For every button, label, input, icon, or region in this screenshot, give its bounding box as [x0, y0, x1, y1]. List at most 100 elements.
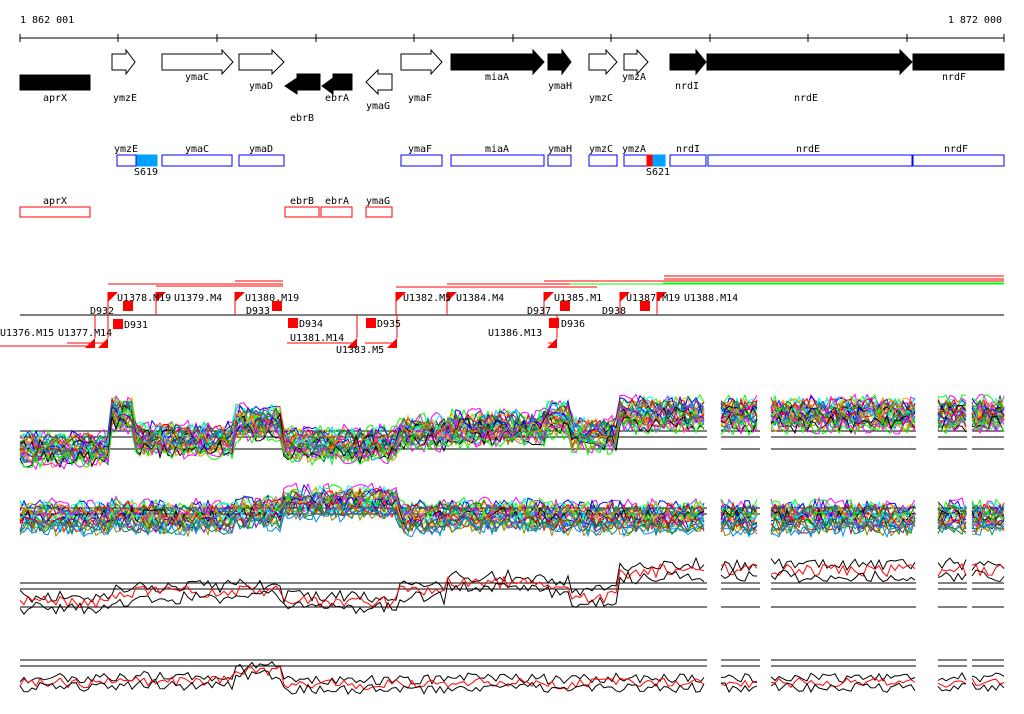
expression-line [19, 570, 705, 616]
gene-aprX[interactable]: aprX [43, 93, 67, 104]
feature-flag [347, 338, 357, 348]
feature-U1387.M19[interactable]: U1387.M19 [626, 293, 680, 304]
expression-line [971, 519, 1005, 536]
expression-line [937, 521, 967, 536]
expression-line [19, 416, 705, 471]
feature-U1385.M1[interactable]: U1385.M1 [554, 293, 602, 304]
feature-U1379.M4[interactable]: U1379.M4 [174, 293, 222, 304]
blue-S621[interactable]: S621 [646, 167, 670, 178]
gene-nrdF[interactable]: nrdF [942, 72, 966, 83]
feature-U1386.M13[interactable]: U1386.M13 [488, 328, 542, 339]
expression-line [19, 665, 705, 690]
red-ebrA[interactable]: ebrA [325, 196, 349, 207]
gene-ymzA[interactable]: ymzA [622, 72, 646, 83]
gene-ebrB[interactable]: ebrB [290, 113, 314, 124]
blue-track [116, 154, 1005, 167]
gene-ymaG[interactable]: ymaG [366, 101, 390, 112]
blue-ymaC[interactable]: ymaC [185, 144, 209, 155]
expression-line [720, 512, 758, 527]
feature-U1376.M15[interactable]: U1376.M15 [0, 328, 54, 339]
blue-ymaD[interactable]: ymaD [249, 144, 273, 155]
expression-line [720, 418, 758, 437]
feature-D933[interactable]: D933 [246, 306, 270, 317]
expression-line [937, 680, 967, 688]
expression-line [937, 403, 967, 422]
expression-line [937, 557, 967, 571]
blue-ymaH[interactable]: ymaH [548, 144, 572, 155]
feature-flag [620, 292, 630, 302]
expression-line [971, 416, 1005, 434]
gene-miaA[interactable]: miaA [485, 72, 509, 83]
red-ymaG[interactable]: ymaG [366, 196, 390, 207]
expression-line [770, 393, 916, 414]
blue-S619[interactable]: S619 [134, 167, 158, 178]
expression-line [770, 563, 916, 578]
feature-U1384.M4[interactable]: U1384.M4 [456, 293, 504, 304]
red-track [19, 206, 393, 218]
feature-D936[interactable]: D936 [561, 319, 585, 330]
expression-line [971, 417, 1005, 433]
feature-U1382.M5[interactable]: U1382.M5 [403, 293, 451, 304]
expression-line [971, 519, 1005, 537]
feature-U1383.M5[interactable]: U1383.M5 [336, 345, 384, 356]
blue-nrdE[interactable]: nrdE [796, 144, 820, 155]
gene-ymzE[interactable]: ymzE [113, 93, 137, 104]
expression-line [720, 405, 758, 422]
gene-ebrA[interactable]: ebrA [325, 93, 349, 104]
feature-D931[interactable]: D931 [124, 320, 148, 331]
gene-ymaF[interactable]: ymaF [408, 93, 432, 104]
blue-miaA[interactable]: miaA [485, 144, 509, 155]
expression-line [971, 511, 1005, 527]
feature-D938[interactable]: D938 [602, 306, 626, 317]
expression-line [971, 412, 1005, 429]
expression-line [720, 509, 758, 522]
expression-line [937, 415, 967, 432]
expression-line [770, 414, 916, 435]
feature-flag [657, 292, 667, 302]
blue-ymaF[interactable]: ymaF [408, 144, 432, 155]
expression-line [770, 414, 916, 436]
red-aprX[interactable]: aprX [43, 196, 67, 207]
gene-nrdE[interactable]: nrdE [794, 93, 818, 104]
feature-D934[interactable]: D934 [299, 319, 323, 330]
ruler-start: 1 862 001 [20, 15, 74, 26]
gene-ymaD[interactable]: ymaD [249, 81, 273, 92]
blue-ymzC[interactable]: ymzC [589, 144, 613, 155]
feature-U1380.M19[interactable]: U1380.M19 [245, 293, 299, 304]
expression-line [971, 682, 1005, 692]
blue-nrdF[interactable]: nrdF [944, 144, 968, 155]
expression-line [971, 406, 1005, 423]
feature-U1381.M14[interactable]: U1381.M14 [290, 333, 344, 344]
gene-ymzC[interactable]: ymzC [589, 93, 613, 104]
feature-U1378.M19[interactable]: U1378.M19 [117, 293, 171, 304]
gene-ymaC[interactable]: ymaC [185, 72, 209, 83]
expression-line [720, 568, 758, 582]
expression-line [720, 682, 758, 694]
blue-ymzA[interactable]: ymzA [622, 144, 646, 155]
expression-line [971, 560, 1005, 571]
expression-line [770, 517, 915, 536]
expression-line [720, 510, 758, 524]
red-ebrB[interactable]: ebrB [290, 196, 314, 207]
feature-D937[interactable]: D937 [527, 306, 551, 317]
expression-line [720, 415, 758, 434]
blue-ymzE[interactable]: ymzE [114, 144, 138, 155]
red-track-labels: aprX ebrB ebrA ymaG [43, 196, 390, 207]
expression-line [770, 677, 916, 689]
expression-line [770, 569, 916, 583]
expression-line [937, 672, 967, 682]
expression-line [720, 513, 758, 531]
feature-flag [108, 292, 118, 302]
expression-line [720, 673, 757, 683]
expression-line [770, 417, 916, 436]
feature-U1388.M14[interactable]: U1388.M14 [684, 293, 738, 304]
blue-nrdI[interactable]: nrdI [676, 144, 700, 155]
expression-line [770, 517, 916, 537]
expression-line [937, 521, 967, 531]
gene-nrdI[interactable]: nrdI [675, 81, 699, 92]
gene-ymaH[interactable]: ymaH [548, 81, 572, 92]
expression-line [971, 514, 1005, 532]
feature-D932[interactable]: D932 [90, 306, 114, 317]
feature-U1377.M14[interactable]: U1377.M14 [58, 328, 112, 339]
feature-D935[interactable]: D935 [377, 319, 401, 330]
